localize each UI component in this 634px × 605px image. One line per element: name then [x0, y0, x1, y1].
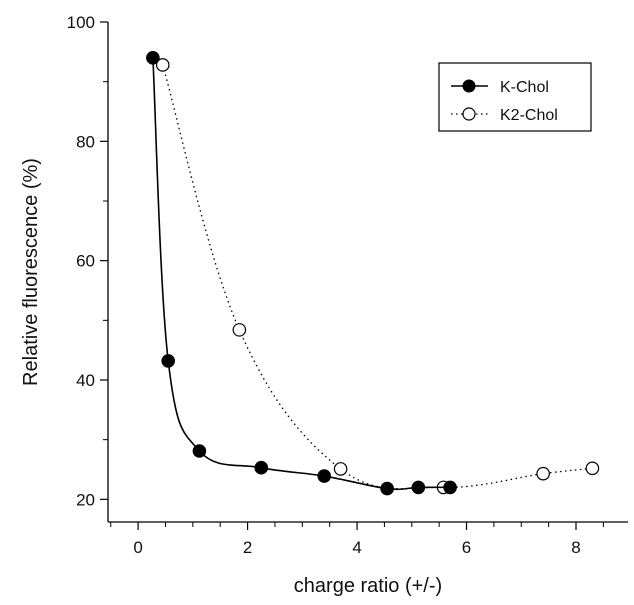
x-tick-label: 2 — [243, 538, 252, 557]
data-point — [380, 481, 394, 496]
data-point — [443, 480, 457, 495]
series-layer — [146, 50, 600, 496]
legend-box — [438, 62, 592, 132]
y-tick-label: 40 — [76, 371, 95, 390]
data-point — [155, 58, 170, 72]
legend: K-Chol K2-Chol — [438, 62, 592, 132]
data-point — [146, 50, 160, 65]
data-point — [536, 466, 550, 481]
data-point — [585, 461, 600, 476]
data-point — [192, 444, 207, 458]
data-point — [333, 462, 348, 476]
x-tick-label: 8 — [571, 538, 580, 557]
y-axis-title: Relative fluorescence (%) — [20, 158, 42, 386]
x-tick-label: 4 — [352, 538, 361, 557]
data-point — [411, 480, 426, 495]
legend-marker-k2-chol — [462, 107, 476, 121]
data-point — [232, 323, 247, 337]
series-line-k2-chol — [162, 64, 593, 490]
legend-label-k-chol: K-Chol — [500, 79, 549, 96]
x-axis-title: charge ratio (+/-) — [294, 575, 442, 597]
x-tick-label: 0 — [133, 538, 142, 557]
legend-marker-k-chol — [462, 79, 476, 93]
data-point — [254, 460, 269, 475]
y-tick-label: 80 — [76, 132, 95, 151]
x-ticks: 0 2 4 6 8 — [110, 522, 604, 557]
series-line-k-chol — [152, 57, 451, 491]
y-tick-label: 60 — [76, 252, 95, 271]
data-point — [161, 354, 176, 368]
data-point — [317, 469, 332, 483]
y-tick-label: 100 — [67, 13, 95, 32]
axes: 0 2 4 6 8 20 40 60 80 100 — [67, 13, 628, 557]
x-tick-label: 6 — [462, 538, 471, 557]
series-k-chol — [146, 50, 457, 496]
y-tick-label: 20 — [76, 490, 95, 509]
y-ticks: 20 40 60 80 100 — [67, 13, 108, 509]
legend-label-k2-chol: K2-Chol — [500, 107, 558, 124]
